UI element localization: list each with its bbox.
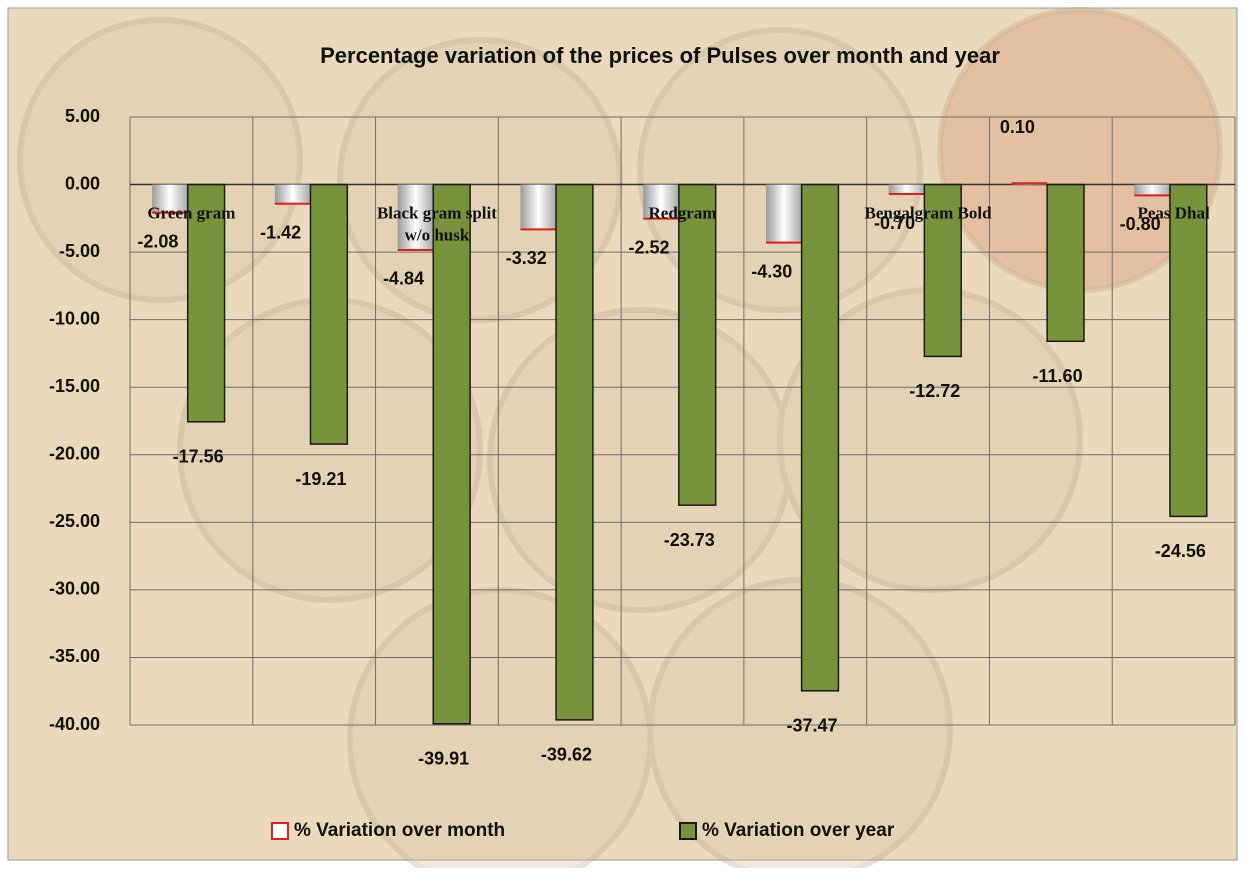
- x-tick-label: Bengalgram Bold: [865, 203, 993, 222]
- bar: [309, 183, 349, 445]
- y-tick-label: -5.00: [59, 241, 100, 261]
- data-label: -2.08: [137, 231, 178, 251]
- y-tick-label: -25.00: [49, 511, 100, 531]
- bar: [1134, 184, 1170, 196]
- bar: [432, 183, 471, 725]
- bar: [643, 184, 679, 219]
- bar: [678, 183, 717, 506]
- y-tick-label: -10.00: [49, 308, 100, 328]
- legend-label: % Variation over month: [294, 820, 505, 841]
- bar: [397, 184, 434, 250]
- bar: [186, 183, 226, 423]
- data-label: -39.91: [418, 749, 469, 769]
- data-label: -19.21: [295, 469, 346, 489]
- data-label: -4.84: [383, 269, 424, 289]
- data-label: -4.30: [751, 261, 792, 281]
- data-label: -11.60: [1033, 366, 1083, 386]
- x-tick-label-line: Black gram split: [377, 203, 497, 222]
- x-tick-label: Peas Dhal: [1137, 203, 1210, 222]
- bar: [765, 184, 802, 243]
- x-tick-label: Green gram: [147, 203, 235, 222]
- data-label: -0.80: [1120, 214, 1161, 234]
- x-tick-label: Black gram split w/o husk: [377, 203, 497, 244]
- bar: [555, 183, 594, 721]
- y-tick-label: 5.00: [65, 106, 100, 126]
- data-label: -39.62: [541, 745, 592, 765]
- data-label: -0.70: [874, 213, 915, 233]
- y-tick-label: 0.00: [65, 173, 100, 193]
- data-label: -17.56: [173, 447, 224, 467]
- legend-swatch: [679, 822, 697, 840]
- data-label: -24.56: [1155, 541, 1206, 561]
- data-label: -3.32: [506, 248, 547, 268]
- bar: [520, 184, 557, 230]
- y-tick-label: -30.00: [49, 579, 100, 599]
- chart-title: Percentage variation of the prices of Pu…: [320, 43, 1000, 68]
- y-tick-label: -35.00: [49, 646, 100, 666]
- bar: [274, 184, 311, 204]
- bar: [923, 183, 962, 358]
- data-label: -1.42: [260, 222, 301, 242]
- y-tick-label: -40.00: [49, 714, 100, 734]
- data-label: -12.72: [909, 381, 960, 401]
- data-label: -23.73: [664, 530, 715, 550]
- data-label: -37.47: [786, 716, 837, 736]
- legend-swatch: [271, 822, 289, 840]
- x-tick-label: Redgram: [649, 203, 717, 222]
- data-label: 0.10: [1000, 117, 1035, 137]
- bar: [800, 183, 840, 692]
- bar: [888, 184, 925, 195]
- y-tick-label: -20.00: [49, 444, 100, 464]
- x-tick-label-line: w/o husk: [405, 225, 470, 244]
- legend-label: % Variation over year: [702, 820, 895, 841]
- background-decoration: [940, 10, 1220, 290]
- bar: [1169, 183, 1208, 518]
- chart-background: [7, 7, 1238, 861]
- bar: [1046, 183, 1085, 343]
- bar: [152, 184, 188, 213]
- y-tick-label: -15.00: [49, 376, 100, 396]
- data-label: -2.52: [628, 237, 669, 257]
